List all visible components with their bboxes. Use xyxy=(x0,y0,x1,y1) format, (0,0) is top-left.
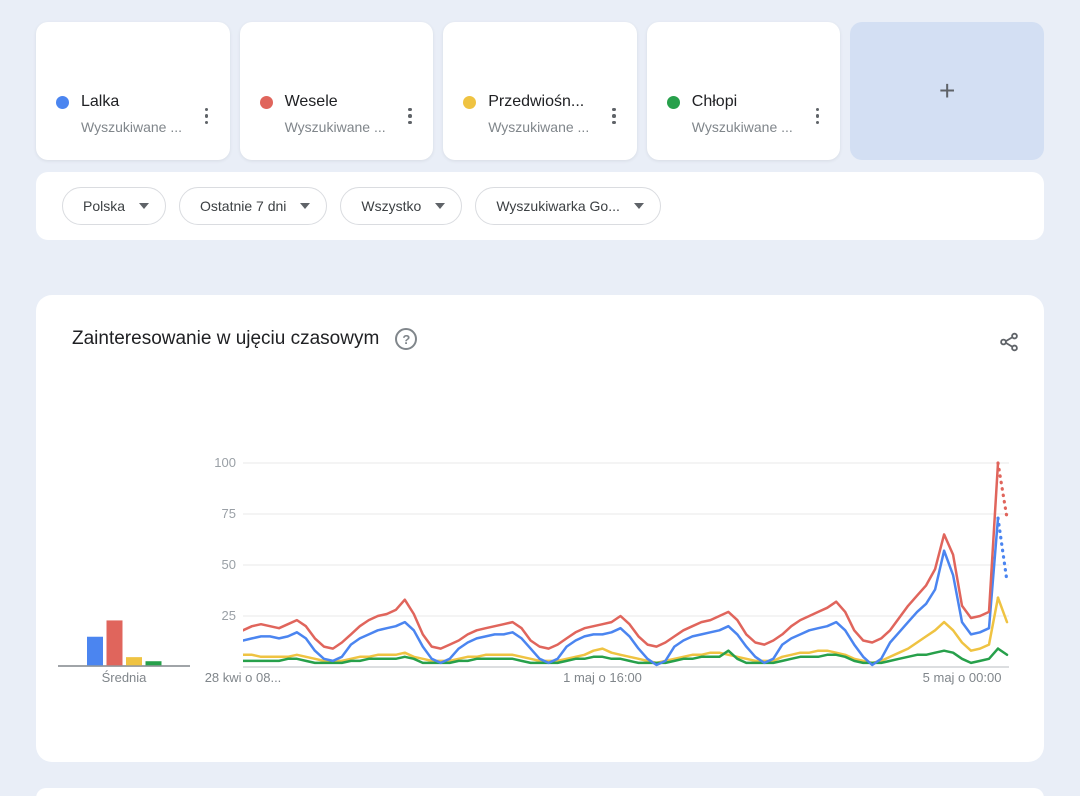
term-title: Lalka xyxy=(81,93,120,110)
term-title: Przedwiośn... xyxy=(488,93,585,110)
term-card-chlopi[interactable]: Chłopi Wyszukiwane ... xyxy=(646,22,841,160)
y-axis-label: 25 xyxy=(221,608,236,623)
term-title: Wesele xyxy=(284,93,338,110)
more-options-icon[interactable] xyxy=(401,106,419,126)
chart-title: Zainteresowanie w ujęciu czasowym xyxy=(72,328,380,349)
term-subtitle: Wyszukiwane ... xyxy=(81,119,183,135)
y-axis-label: 50 xyxy=(221,557,236,572)
trend-line-chart[interactable] xyxy=(243,459,1009,672)
search-type-filter-label: Wyszukiwarka Go... xyxy=(496,198,620,214)
average-axis-label: Średnia xyxy=(101,670,147,685)
region-filter-dropdown[interactable]: Polska xyxy=(62,187,167,225)
chevron-down-icon xyxy=(633,203,644,209)
x-axis-label: 5 maj o 00:00 xyxy=(922,670,1002,685)
add-comparison-button[interactable]: + xyxy=(850,22,1044,160)
more-options-icon[interactable] xyxy=(808,106,826,126)
x-axis-label: 28 kwi o 08... xyxy=(204,670,282,685)
term-card-przedwiosnie[interactable]: Przedwiośn... Wyszukiwane ... xyxy=(443,22,637,160)
series-color-dot xyxy=(56,96,69,109)
filter-bar: Polska Ostatnie 7 dni Wszystko Wyszukiwa… xyxy=(36,172,1044,240)
series-color-dot xyxy=(463,96,477,109)
more-options-icon[interactable] xyxy=(605,106,623,126)
chevron-down-icon xyxy=(300,203,311,209)
term-subtitle: Wyszukiwane ... xyxy=(691,119,793,135)
next-section-card xyxy=(36,788,1044,796)
chevron-down-icon xyxy=(139,203,150,209)
more-options-icon[interactable] xyxy=(198,106,216,126)
share-icon[interactable] xyxy=(998,331,1020,358)
term-cards-row: Lalka Wyszukiwane ... Wesele Wyszukiwane… xyxy=(36,22,1044,160)
term-title: Chłopi xyxy=(691,93,738,110)
help-icon[interactable]: ? xyxy=(395,328,418,350)
series-color-dot xyxy=(666,96,680,109)
interest-over-time-card: Zainteresowanie w ujęciu czasowym ? 25 50… xyxy=(36,295,1044,762)
x-axis-label: 1 maj o 16:00 xyxy=(563,670,642,685)
average-bar-chart[interactable] xyxy=(58,617,190,668)
time-range-filter-dropdown[interactable]: Ostatnie 7 dni xyxy=(179,187,328,225)
category-filter-label: Wszystko xyxy=(361,198,422,214)
y-axis-label: 100 xyxy=(214,455,236,470)
region-filter-label: Polska xyxy=(83,198,126,214)
time-range-filter-label: Ostatnie 7 dni xyxy=(200,198,287,214)
chevron-down-icon xyxy=(435,203,446,209)
category-filter-dropdown[interactable]: Wszystko xyxy=(340,187,463,225)
term-card-lalka[interactable]: Lalka Wyszukiwane ... xyxy=(36,22,230,160)
plus-icon: + xyxy=(938,75,956,106)
series-color-dot xyxy=(259,96,273,109)
term-subtitle: Wyszukiwane ... xyxy=(284,119,386,135)
search-type-filter-dropdown[interactable]: Wyszukiwarka Go... xyxy=(475,187,661,225)
term-card-wesele[interactable]: Wesele Wyszukiwane ... xyxy=(239,22,434,160)
term-subtitle: Wyszukiwane ... xyxy=(488,119,590,135)
y-axis-label: 75 xyxy=(221,506,236,521)
